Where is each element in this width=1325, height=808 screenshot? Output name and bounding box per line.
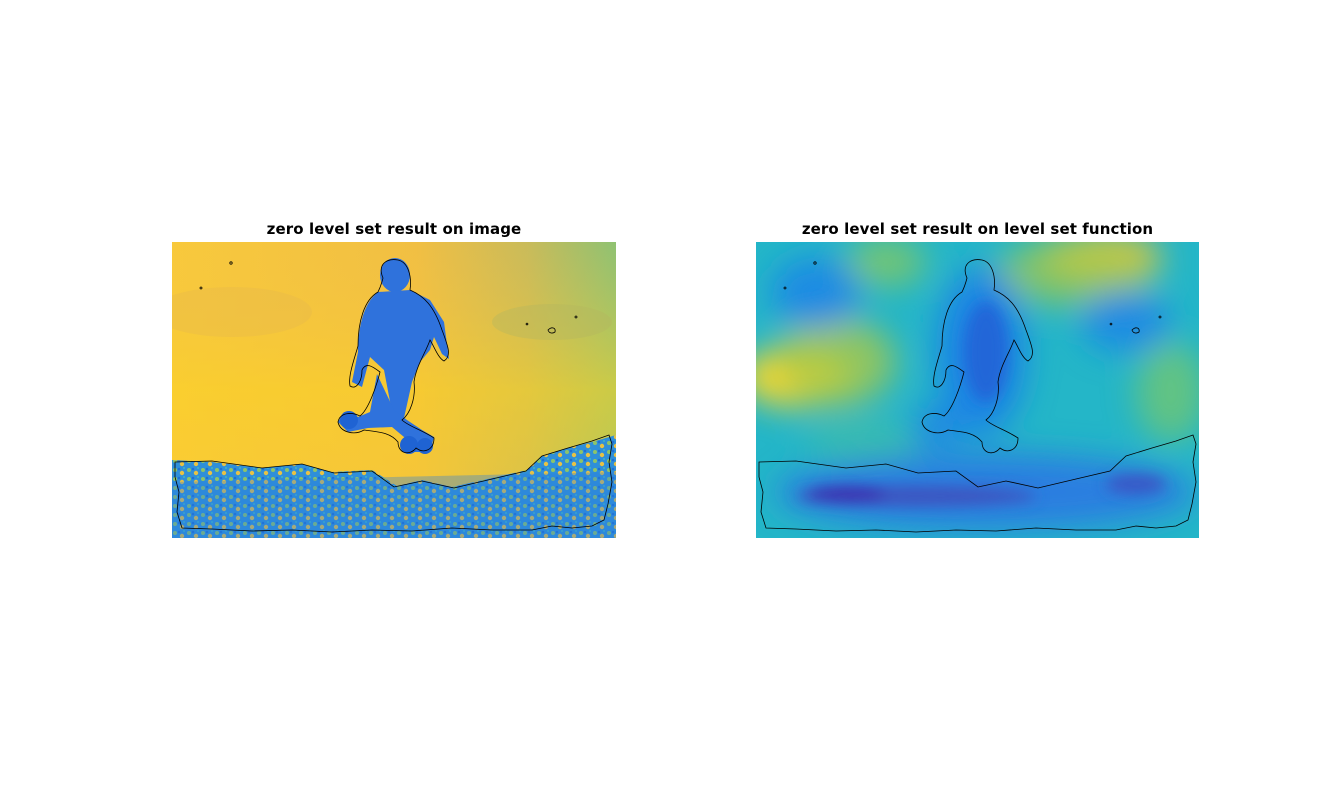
panel-title-image: zero level set result on image (266, 220, 522, 238)
panel-image: zero level set result on image (172, 220, 616, 538)
level-set-plot (756, 242, 1199, 538)
panel-level-set-function: zero level set result on level set funct… (756, 220, 1199, 538)
panel-title-function: zero level set result on level set funct… (801, 220, 1154, 238)
image-plot (172, 242, 616, 538)
